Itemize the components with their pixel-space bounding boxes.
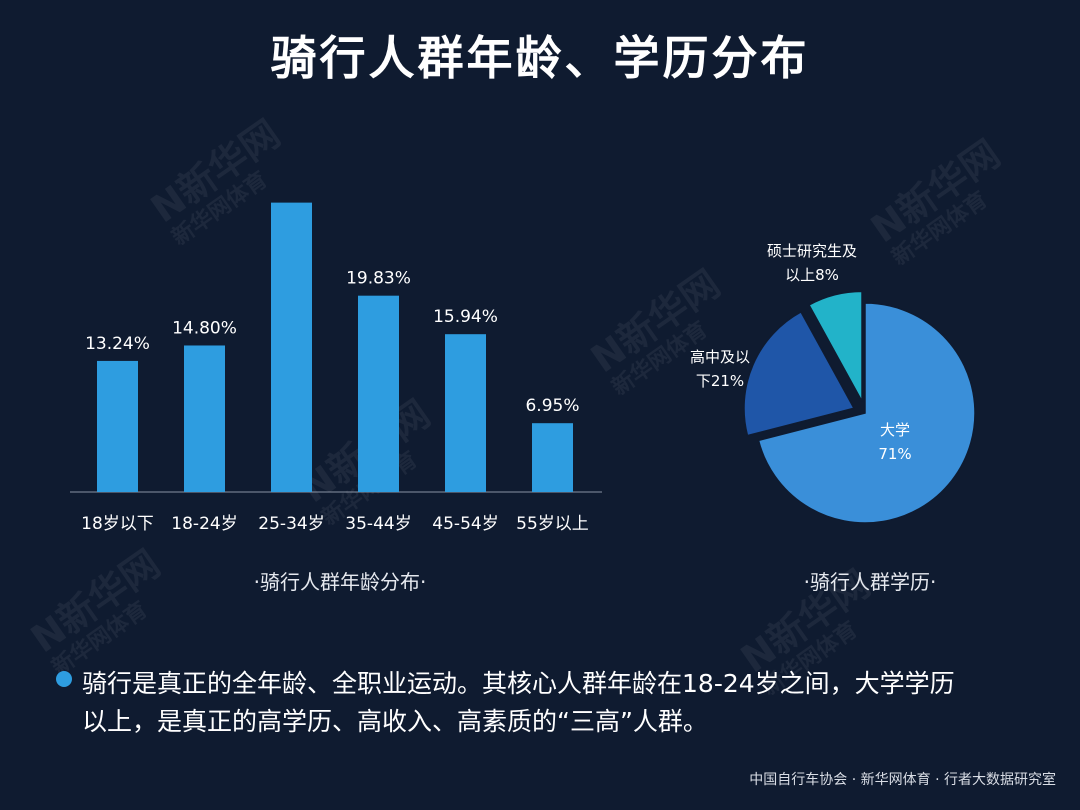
pie-slice-label: 以上8% bbox=[785, 266, 839, 284]
source-footer: 中国自行车协会 · 新华网体育 · 行者大数据研究室 bbox=[749, 772, 1056, 788]
age-chart-caption: ·骑行人群年龄分布· bbox=[253, 570, 427, 594]
pie-slice-label: 高中及以 bbox=[690, 348, 750, 366]
bar bbox=[532, 423, 573, 492]
x-tick-label: 18-24岁 bbox=[171, 514, 237, 534]
pie-slice bbox=[808, 290, 863, 402]
watermark-logo: N新华网新华网体育 bbox=[23, 541, 168, 681]
bar-value-label: 6.95% bbox=[525, 396, 579, 416]
x-tick-label: 55岁以上 bbox=[516, 514, 589, 534]
pie-slice-label: 硕士研究生及 bbox=[767, 242, 857, 260]
x-tick-label: 35-44岁 bbox=[345, 514, 411, 534]
summary-line: 骑行是真正的全年龄、全职业运动。其核心人群年龄在18-24岁之间，大学学历 bbox=[82, 669, 955, 698]
bar-value-label: 15.94% bbox=[433, 307, 498, 327]
bar-value-label: 14.80% bbox=[172, 318, 237, 338]
bar bbox=[445, 334, 486, 492]
page-title: 骑行人群年龄、学历分布 bbox=[270, 31, 810, 85]
x-tick-label: 25-34岁 bbox=[258, 514, 324, 534]
pie-slice-label: 大学 bbox=[880, 421, 910, 439]
bar-value-label: 13.24% bbox=[85, 334, 150, 354]
x-tick-label: 18岁以下 bbox=[81, 514, 154, 534]
bar-value-label: 29.23% bbox=[259, 195, 324, 196]
pie-slice bbox=[757, 302, 976, 524]
pie-slice-label: 下21% bbox=[696, 372, 744, 390]
pie-slice bbox=[743, 310, 856, 437]
bar-value-label: 19.83% bbox=[346, 269, 411, 289]
bar bbox=[184, 345, 225, 492]
bullet-dot-icon bbox=[56, 671, 72, 687]
age-bar-chart: 13.24% 18岁以下 14.80% 18-24岁 29.23% 25-34岁 19.83… bbox=[70, 195, 602, 534]
x-tick-label: 45-54岁 bbox=[432, 514, 498, 534]
bar bbox=[97, 360, 138, 492]
summary-line: 以上，是真正的高学历、高收入、高素质的“三高”人群。 bbox=[82, 707, 708, 736]
pie-slice-label: 71% bbox=[878, 445, 911, 463]
education-chart-caption: ·骑行人群学历· bbox=[803, 570, 937, 594]
bar bbox=[358, 295, 399, 492]
bar bbox=[271, 202, 312, 493]
summary-text: 骑行是真正的全年龄、全职业运动。其核心人群年龄在18-24岁之间，大学学历 以上… bbox=[82, 665, 1042, 741]
